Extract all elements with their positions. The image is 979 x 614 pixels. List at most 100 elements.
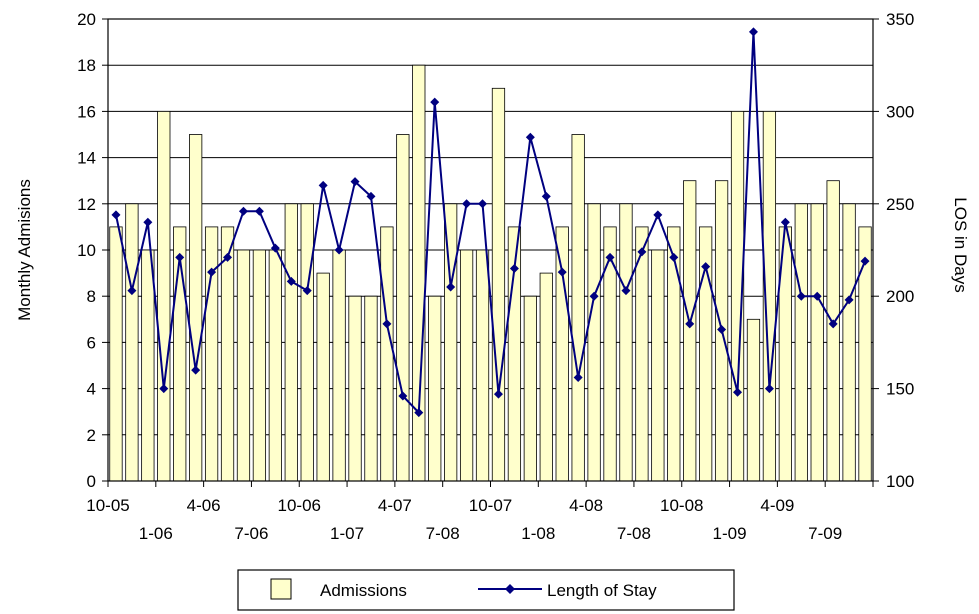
gridlines [108,64,873,436]
admissions-bar [842,203,856,482]
admissions-bar [539,272,553,482]
admissions-bar [523,295,537,482]
length-of-stay-point [621,286,631,296]
admissions-bar [316,272,330,482]
x-tick-label: 10-08 [660,496,703,515]
x-tick-label: 1-06 [139,524,173,543]
length-of-stay-point [780,217,790,227]
x-axis-ticks: 10-05 4-06 10-06 4-07 10-07 4-08 10-08 4-09 1-06… [86,481,874,543]
admissions-bar [683,180,697,482]
length-of-stay-point [159,384,169,394]
x-tick-label: 1-09 [713,524,747,543]
length-of-stay-point [366,191,376,201]
right-axis-ticks: 100 150 200 250 300 350 [873,10,914,491]
admissions-bar [300,203,314,482]
length-of-stay-point [812,291,822,301]
left-tick-label: 18 [77,56,96,75]
length-of-stay-point [302,286,312,296]
legend-admissions-swatch [270,578,292,600]
length-of-stay-point [541,191,551,201]
x-tick-label: 7-06 [234,524,268,543]
x-tick-label: 1-07 [330,524,364,543]
left-tick-label: 16 [77,102,96,121]
length-of-stay-point [318,180,328,190]
admissions-bar [204,226,219,482]
length-of-stay-point [764,384,774,394]
length-of-stay-point [557,267,567,277]
admissions-bar [380,226,394,482]
length-of-stay-point [653,210,663,220]
left-tick-label: 12 [77,195,96,214]
admissions-bar [587,203,601,482]
left-tick-label: 0 [87,472,96,491]
length-of-stay-point [605,252,615,262]
length-of-stay-point [270,243,280,253]
length-of-stay-point [382,319,392,329]
admissions-bar [555,226,569,482]
left-tick-label: 4 [87,380,96,399]
admissions-bar [810,203,824,482]
length-of-stay-point [701,262,711,272]
length-of-stay-point [525,132,535,142]
x-tick-label: 4-07 [378,496,412,515]
admissions-bar [746,318,761,482]
admissions-bar [794,203,808,482]
admissions-bar [141,249,155,482]
length-of-stay-point [860,256,870,266]
admissions-bar [619,203,633,482]
admissions-bar [396,134,410,482]
length-of-stay-point [844,295,854,305]
length-of-stay-point [350,177,360,187]
length-of-stay-point [238,206,248,216]
right-tick-label: 350 [886,10,914,29]
left-axis-title: Monthly Admisions [15,179,34,321]
admissions-bar [236,249,251,482]
x-tick-label: 4-09 [760,496,794,515]
x-tick-label: 7-08 [617,524,651,543]
length-of-stay-point [414,408,424,418]
admissions-bar [109,226,123,482]
admissions-bar [125,203,139,482]
admissions-bar [189,134,203,482]
admissions-bar [284,203,298,482]
length-of-stay-point [175,252,185,262]
legend-los-marker [505,584,515,594]
admissions-bar [220,226,235,482]
admissions-bar [157,111,171,482]
left-tick-label: 20 [77,10,96,29]
length-of-stay-point [717,324,727,334]
admissions-bar [459,249,474,482]
left-tick-label: 6 [87,333,96,352]
plot-area [107,18,874,482]
right-tick-label: 300 [886,102,914,121]
right-tick-label: 150 [886,380,914,399]
length-of-stay-point [127,286,137,296]
length-of-stay-point [733,387,743,397]
left-axis-ticks: 0 2 4 6 8 10 12 14 16 18 20 [77,10,108,491]
length-of-stay-point [796,291,806,301]
length-of-stay-point [669,252,679,262]
x-tick-label: 7-09 [808,524,842,543]
length-of-stay-point [254,206,264,216]
length-of-stay-point [573,373,583,383]
x-tick-label: 1-08 [521,524,555,543]
left-tick-label: 2 [87,426,96,445]
length-of-stay-point [748,27,758,37]
length-of-stay-point [223,252,233,262]
length-of-stay-point [589,291,599,301]
length-of-stay-point [462,199,472,209]
admissions-bar [428,295,442,482]
right-axis-title: LOS in Days [951,197,970,292]
admissions-bar [348,295,362,482]
admissions-bar [252,249,267,482]
x-tick-label: 10-07 [469,496,512,515]
admissions-bar [651,249,665,482]
admissions-bar [364,295,378,482]
length-of-stay-point [398,391,408,401]
x-tick-label: 7-08 [426,524,460,543]
length-of-stay-point [828,319,838,329]
legend: Admissions Length of Stay [237,569,735,611]
x-tick-label: 10-06 [278,496,321,515]
admissions-bar [826,180,840,482]
